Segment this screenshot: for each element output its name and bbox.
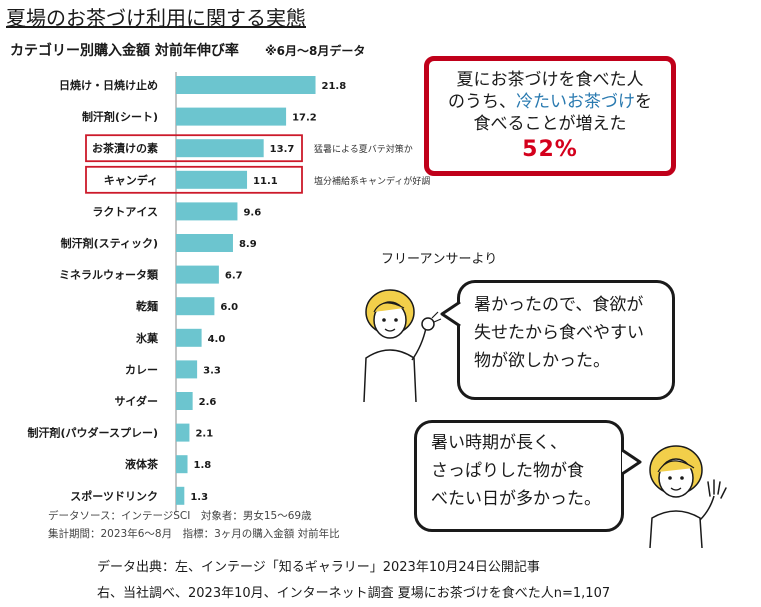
quote-1-line-1: 暑かったので、食欲が xyxy=(474,295,644,315)
bubble-2-tail xyxy=(621,448,642,476)
bubble-1-tail xyxy=(440,300,461,328)
survey-highlight-text: 冷たいお茶づけ xyxy=(516,92,635,112)
bar xyxy=(176,423,190,442)
chart-title: カテゴリー別購入金額 対前年伸び率 xyxy=(10,43,239,59)
bar xyxy=(176,139,264,158)
bar-value-label: 1.3 xyxy=(190,492,208,503)
citation-line-1: データ出典：左、インテージ「知るギャラリー」2023年10月24日公開記事 xyxy=(97,560,540,575)
highlight-box xyxy=(85,134,303,163)
bar-value-label: 8.9 xyxy=(239,239,257,250)
category-label: スポーツドリンク xyxy=(70,489,158,503)
survey-result-box: 夏にお茶づけを食べた人 のうち、冷たいお茶づけを 食べることが増えた 52% xyxy=(424,56,676,176)
bar-value-label: 2.6 xyxy=(199,397,217,408)
bar xyxy=(176,234,233,252)
bar-value-label: 3.3 xyxy=(203,365,221,376)
category-label: ラクトアイス xyxy=(92,205,158,218)
chart-source-line-1: データソース：インテージSCI 対象者：男女15～69歳 xyxy=(48,510,312,522)
bar-value-label: 2.1 xyxy=(195,429,213,440)
category-label: 制汗剤(スティック) xyxy=(61,236,158,250)
bar xyxy=(176,328,202,347)
quote-2-line-1: 暑い時期が長く、 xyxy=(431,433,567,453)
bar xyxy=(176,265,219,284)
bar-value-label: 13.7 xyxy=(270,144,295,155)
quote-2-line-2: さっぱりした物が食 xyxy=(431,461,584,481)
free-answer-label: フリーアンサーより xyxy=(381,252,498,267)
citation-line-2: 右、当社調べ、2023年10月、インターネット調査 夏場にお茶づけを食べた人n=… xyxy=(97,586,611,601)
annotation-label: 猛暑による夏バテ対策か xyxy=(314,143,413,155)
category-label: お茶漬けの素 xyxy=(92,141,158,155)
survey-line-2-prefix: のうち、 xyxy=(448,92,516,112)
category-label: キャンディ xyxy=(104,173,158,187)
bar xyxy=(176,297,215,316)
chart-period-note: ※6月～8月データ xyxy=(265,44,366,58)
bar-value-label: 1.8 xyxy=(194,460,212,471)
chart-source-line-2: 集計期間：2023年6～8月 指標：3ヶ月の購入金額 対前年比 xyxy=(48,528,340,540)
survey-line-1: 夏にお茶づけを食べた人 xyxy=(456,70,644,90)
woman-illustration-1 xyxy=(363,289,442,402)
quote-1-line-3: 物が欲しかった。 xyxy=(474,351,610,371)
bar-value-label: 4.0 xyxy=(208,334,226,345)
bar-value-label: 6.0 xyxy=(220,302,238,313)
highlight-box xyxy=(85,165,303,194)
bar xyxy=(176,202,238,221)
category-label: サイダー xyxy=(114,394,158,408)
category-label: ミネラルウォータ類 xyxy=(59,268,159,282)
bar xyxy=(176,392,193,410)
category-label: 液体茶 xyxy=(125,457,159,471)
category-label: 制汗剤(パウダースプレー) xyxy=(27,426,158,440)
woman-illustration-2 xyxy=(649,445,727,548)
category-label: 氷菓 xyxy=(136,331,159,345)
bar xyxy=(176,360,198,379)
bar xyxy=(176,76,316,94)
quote-2-line-3: べたい日が多かった。 xyxy=(431,489,601,509)
bar-value-label: 11.1 xyxy=(253,176,278,187)
annotation-label: 塩分補給系キャンディが好調 xyxy=(314,175,430,187)
survey-line-2-suffix: を xyxy=(635,92,652,112)
page-title: 夏場のお茶づけ利用に関する実態 xyxy=(6,6,306,30)
bar-value-label: 21.8 xyxy=(322,81,347,92)
category-label: カレー xyxy=(125,363,158,376)
bar-value-label: 9.6 xyxy=(243,207,261,218)
bar xyxy=(176,107,287,126)
category-label: 乾麺 xyxy=(136,299,158,313)
quote-bubble-1: 暑かったので、食欲が 失せたから食べやすい 物が欲しかった。 xyxy=(457,280,675,400)
bar-value-label: 6.7 xyxy=(225,271,243,282)
survey-line-2: のうち、冷たいお茶づけを xyxy=(429,91,671,113)
bar xyxy=(176,455,188,474)
quote-1-line-2: 失せたから食べやすい xyxy=(474,323,644,343)
bar xyxy=(176,170,248,189)
category-label: 制汗剤(シート) xyxy=(82,110,158,124)
survey-percent: 52% xyxy=(522,137,578,162)
category-label: 日焼け・日焼け止め xyxy=(59,78,158,92)
bar xyxy=(176,486,185,505)
quote-bubble-2: 暑い時期が長く、 さっぱりした物が食 べたい日が多かった。 xyxy=(414,420,624,532)
survey-line-3: 食べることが増えた xyxy=(473,114,627,134)
bar-value-label: 17.2 xyxy=(292,113,317,124)
